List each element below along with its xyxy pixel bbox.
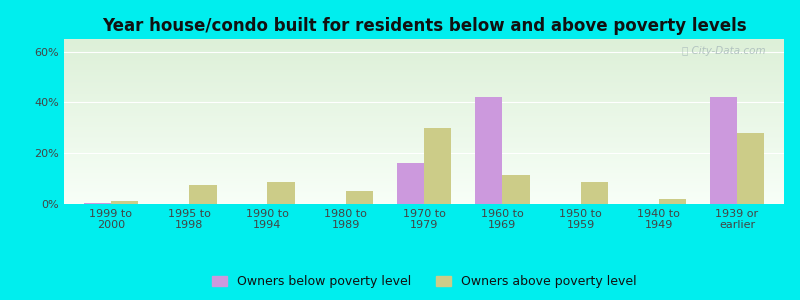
Legend: Owners below poverty level, Owners above poverty level: Owners below poverty level, Owners above… — [206, 271, 642, 293]
Bar — [190, 185, 217, 204]
Bar — [397, 164, 424, 204]
Bar — [267, 182, 295, 204]
Bar — [83, 203, 111, 204]
Title: Year house/condo built for residents below and above poverty levels: Year house/condo built for residents bel… — [102, 17, 746, 35]
Bar — [346, 191, 373, 204]
Bar — [737, 133, 765, 204]
Bar — [502, 175, 530, 204]
Bar — [111, 202, 138, 204]
Bar — [710, 98, 737, 204]
Bar — [581, 182, 608, 204]
Text: Ⓢ City-Data.com: Ⓢ City-Data.com — [682, 46, 766, 56]
Bar — [475, 98, 502, 204]
Bar — [658, 199, 686, 204]
Bar — [424, 128, 451, 204]
